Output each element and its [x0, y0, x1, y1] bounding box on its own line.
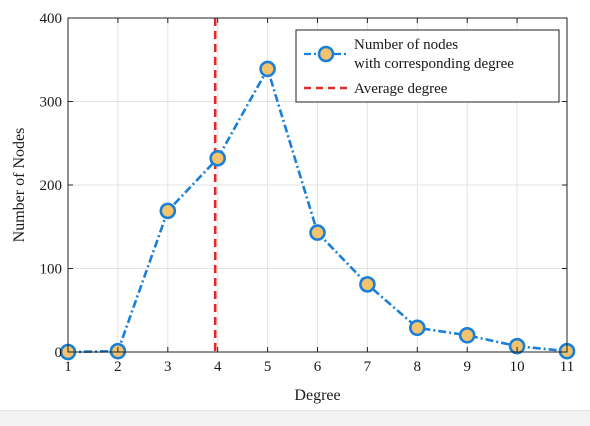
- y-tick-label: 400: [40, 11, 63, 27]
- legend-series-label-line2: with corresponding degree: [354, 56, 514, 72]
- y-tick-label: 100: [40, 262, 63, 278]
- x-tick-label: 2: [114, 359, 122, 375]
- y-axis-label: Number of Nodes: [11, 128, 28, 243]
- x-tick-label: 7: [364, 359, 372, 375]
- legend-box: [295, 29, 560, 103]
- x-tick-label: 8: [414, 359, 422, 375]
- x-tick-label: 10: [510, 359, 525, 375]
- x-tick-label: 5: [264, 359, 272, 375]
- data-point: [458, 326, 476, 344]
- data-point: [159, 202, 177, 220]
- window-bottom-strip: [0, 410, 590, 426]
- x-tick-label: 11: [560, 359, 574, 375]
- legend-series-marker: [317, 45, 335, 63]
- y-tick-label: 0: [55, 345, 63, 361]
- data-point: [309, 224, 326, 241]
- y-tick-label: 200: [40, 178, 63, 194]
- data-point: [408, 319, 426, 337]
- x-tick-label: 6: [314, 359, 322, 375]
- x-axis-label: Degree: [294, 387, 340, 404]
- data-point: [259, 60, 276, 78]
- legend-series-label: Number of nodes: [354, 37, 458, 53]
- x-tick-label: 3: [164, 359, 172, 375]
- axis-ticks: 1 2 3 4 5 6 7 8 9 10 11 0 100 200 300 400: [40, 11, 575, 375]
- legend-average-label: Average degree: [354, 81, 448, 97]
- x-tick-label: 1: [64, 359, 72, 375]
- x-tick-label: 9: [463, 359, 471, 375]
- data-point: [508, 337, 526, 355]
- y-tick-label: 300: [40, 95, 63, 111]
- data-point: [209, 149, 226, 167]
- x-tick-label: 4: [214, 359, 222, 375]
- legend: Number of nodes with corresponding degre…: [295, 29, 560, 103]
- data-point: [359, 276, 376, 293]
